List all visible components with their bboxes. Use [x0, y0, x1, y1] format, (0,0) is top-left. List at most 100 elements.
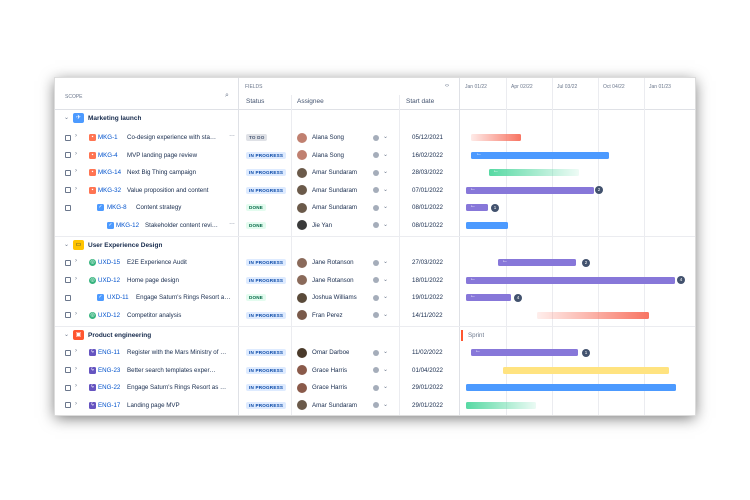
child-count-badge[interactable]: 1 [582, 348, 590, 357]
table-row[interactable]: › ◎ UXD-15 E2E Experience Audit IN PROGR… [55, 254, 695, 272]
chevron-down-icon[interactable]: ⌄ [383, 276, 389, 283]
row-checkbox[interactable] [65, 152, 71, 158]
clear-icon[interactable] [373, 222, 379, 228]
chevron-down-icon[interactable]: ⌄ [383, 221, 389, 228]
chevron-right-icon[interactable]: › [75, 365, 77, 372]
clear-icon[interactable] [373, 169, 379, 176]
assignee-name[interactable]: Amar Sundaram [312, 401, 358, 409]
chevron-down-icon[interactable]: ⌄ [383, 204, 389, 210]
row-checkbox[interactable] [65, 402, 71, 408]
status-badge[interactable]: DONE [246, 221, 267, 229]
clear-icon[interactable] [373, 259, 379, 266]
timeline-bar[interactable] [503, 366, 669, 374]
child-count-badge[interactable]: 4 [514, 293, 522, 302]
status-badge[interactable]: IN PROGRESS [246, 401, 287, 409]
assignee-name[interactable]: Amar Sundaram [312, 204, 358, 211]
status-badge[interactable]: IN PROGRESS [246, 151, 287, 159]
issue-summary[interactable]: Landing page MVP [127, 401, 180, 409]
issue-summary[interactable]: MVP landing page review [127, 151, 198, 159]
chevron-right-icon[interactable]: › [75, 383, 77, 389]
status-badge[interactable]: IN PROGRESS [246, 276, 287, 284]
issue-summary[interactable]: Better search templates exper… [127, 366, 216, 374]
search-icon[interactable]: ⌕ [225, 92, 229, 99]
status-badge[interactable]: IN PROGRESS [246, 259, 287, 266]
chevron-down-icon[interactable]: ⌄ [383, 401, 389, 408]
row-checkbox[interactable] [65, 384, 71, 391]
table-row[interactable]: › ◎ UXD-12 Competitor analysis IN PROGRE… [55, 307, 695, 325]
issue-summary[interactable]: Value proposition and content [127, 186, 209, 194]
chevron-down-icon[interactable]: ⌄ [383, 311, 389, 318]
timeline-bar[interactable] [466, 384, 676, 391]
status-badge[interactable]: DONE [246, 204, 267, 211]
chevron-down-icon[interactable]: ⌄ [383, 134, 389, 140]
chevron-right-icon[interactable]: › [75, 185, 77, 192]
chevron-down-icon[interactable]: ⌄ [383, 366, 389, 373]
chevron-right-icon[interactable]: › [75, 348, 77, 354]
chevron-down-icon[interactable]: ⌄ [383, 259, 389, 265]
chevron-right-icon[interactable]: › [75, 400, 77, 407]
start-date[interactable]: 08/01/2022 [412, 204, 443, 211]
start-date-column-header[interactable]: Start date [406, 98, 435, 105]
row-checkbox[interactable] [65, 349, 71, 356]
start-date[interactable]: 08/01/2022 [412, 221, 443, 229]
status-badge[interactable]: IN PROGRESS [246, 349, 287, 356]
timeline-bar[interactable]: ← [489, 168, 579, 176]
issue-summary[interactable]: Competitor analysis [127, 311, 182, 319]
chevron-down-icon[interactable]: ⌄ [64, 332, 70, 338]
timeline-bar[interactable] [471, 134, 521, 141]
clear-icon[interactable] [373, 349, 379, 356]
status-badge[interactable]: IN PROGRESS [246, 366, 287, 374]
chevron-right-icon[interactable]: › [75, 150, 77, 157]
more-icon[interactable]: … [229, 132, 235, 138]
chevron-down-icon[interactable]: ⌄ [383, 169, 389, 175]
issue-key[interactable]: UXD-15 [98, 259, 121, 266]
table-row[interactable]: › ▪ MKG-32 Value proposition and content… [55, 182, 695, 200]
table-row[interactable]: › ▪ MKG-14 Next Big Thing campaign IN PR… [55, 164, 695, 182]
timeline-bar[interactable]: ← [471, 348, 578, 356]
assignee-name[interactable]: Alana Song [312, 151, 344, 159]
clear-icon[interactable] [373, 277, 379, 283]
timeline-bar[interactable] [537, 311, 649, 319]
group-row-marketing-launch[interactable]: ⌄ ✈ Marketing launch [55, 110, 695, 128]
assignee-name[interactable]: Jane Rotanson [312, 259, 354, 266]
assignee-name[interactable]: Grace Harris [312, 384, 348, 391]
fields-nav-arrows[interactable]: ‹› [445, 83, 449, 89]
clear-icon[interactable] [373, 294, 379, 301]
clear-icon[interactable] [373, 402, 379, 408]
start-date[interactable]: 28/03/2022 [412, 169, 443, 176]
timeline-bar[interactable]: ← [466, 293, 511, 301]
status-badge[interactable]: DONE [246, 294, 267, 301]
start-date[interactable]: 01/04/2022 [412, 366, 443, 374]
issue-summary[interactable]: E2E Experience Audit [127, 259, 187, 266]
issue-key[interactable]: MKG-14 [98, 169, 122, 176]
assignee-name[interactable]: Omar Darboe [312, 349, 350, 356]
clear-icon[interactable] [373, 367, 379, 373]
sprint-label[interactable]: Sprint [468, 332, 485, 339]
assignee-name[interactable]: Grace Harris [312, 366, 348, 374]
chevron-down-icon[interactable]: ⌄ [383, 294, 389, 300]
row-checkbox[interactable] [65, 277, 71, 283]
chevron-down-icon[interactable]: ⌄ [383, 349, 389, 355]
status-badge[interactable]: IN PROGRESS [246, 169, 287, 176]
row-checkbox[interactable] [65, 134, 71, 141]
issue-key[interactable]: MKG-4 [98, 151, 118, 159]
start-date[interactable]: 29/01/2022 [412, 384, 443, 391]
child-count-badge[interactable]: 4 [677, 276, 685, 284]
table-row[interactable]: › ▪ MKG-4 MVP landing page review IN PRO… [55, 147, 695, 165]
clear-icon[interactable] [373, 152, 379, 158]
row-checkbox[interactable] [65, 312, 71, 318]
assignee-name[interactable]: Amar Sundaram [312, 186, 358, 194]
chevron-right-icon[interactable]: › [75, 310, 77, 317]
timeline-bar[interactable]: ← [466, 186, 594, 194]
group-row-user-experience-design[interactable]: ⌄ ▭ User Experience Design [55, 236, 695, 254]
start-date[interactable]: 18/01/2022 [412, 276, 443, 284]
assignee-column-header[interactable]: Assignee [297, 98, 324, 105]
issue-summary[interactable]: Co-design experience with sta… [127, 134, 217, 141]
issue-key[interactable]: ENG-23 [98, 366, 121, 374]
issue-key[interactable]: MKG-12 [116, 221, 140, 229]
row-checkbox[interactable] [65, 204, 71, 211]
issue-key[interactable]: ENG-11 [98, 349, 120, 356]
start-date[interactable]: 19/01/2022 [412, 294, 443, 301]
issue-key[interactable]: MKG-1 [98, 134, 118, 141]
row-checkbox[interactable] [65, 367, 71, 373]
